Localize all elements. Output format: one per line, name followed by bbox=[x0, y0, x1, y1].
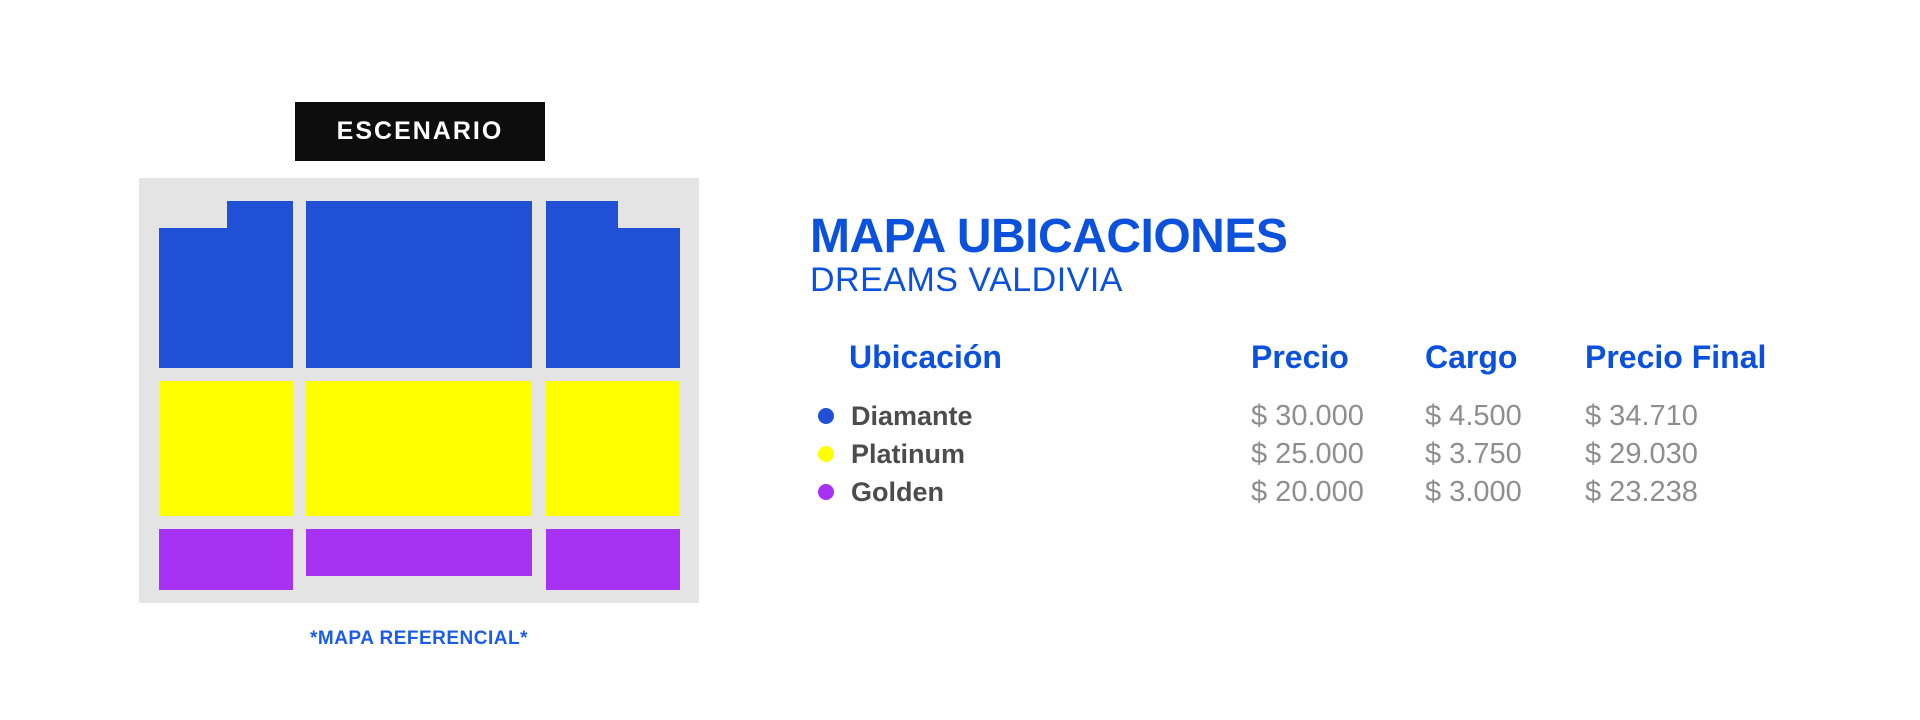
page-title: MAPA UBICACIONES bbox=[810, 210, 1288, 263]
section-platinum-right bbox=[546, 381, 680, 516]
stage-banner: ESCENARIO bbox=[295, 102, 545, 161]
section-platinum-center bbox=[306, 381, 532, 516]
column-header-precio: Precio bbox=[1251, 339, 1349, 375]
table-row-platinum: Platinum $ 25.000 $ 3.750 $ 29.030 bbox=[0, 435, 1920, 473]
section-diamante-left-outer bbox=[159, 228, 227, 368]
venue-map bbox=[139, 178, 699, 603]
diamante-color-dot bbox=[818, 408, 834, 424]
precio-value: $ 25.000 bbox=[1251, 437, 1364, 470]
stage-label: ESCENARIO bbox=[336, 117, 504, 145]
precio-final-value: $ 29.030 bbox=[1585, 437, 1698, 470]
section-golden-center bbox=[306, 529, 532, 576]
column-header-ubicacion: Ubicación bbox=[849, 339, 1002, 375]
cargo-value: $ 4.500 bbox=[1425, 399, 1522, 432]
table-row-golden: Golden $ 20.000 $ 3.000 $ 23.238 bbox=[0, 473, 1920, 511]
row-name: Diamante bbox=[851, 400, 973, 431]
precio-final-value: $ 23.238 bbox=[1585, 475, 1698, 508]
map-reference-note: *MAPA REFERENCIAL* bbox=[309, 628, 528, 649]
section-platinum-left bbox=[159, 381, 293, 516]
page-subtitle: DREAMS VALDIVIA bbox=[810, 261, 1123, 299]
precio-value: $ 20.000 bbox=[1251, 475, 1364, 508]
section-diamante-right-outer bbox=[618, 228, 680, 368]
section-diamante-right-inner bbox=[546, 201, 618, 368]
row-ubicacion-cell: Platinum bbox=[818, 435, 965, 473]
precio-value: $ 30.000 bbox=[1251, 399, 1364, 432]
table-row-diamante: Diamante $ 30.000 $ 4.500 $ 34.710 bbox=[0, 397, 1920, 435]
row-ubicacion-cell: Golden bbox=[818, 473, 944, 511]
column-header-precio-final: Precio Final bbox=[1585, 339, 1767, 375]
row-name: Golden bbox=[851, 476, 944, 507]
platinum-color-dot bbox=[818, 446, 834, 462]
section-diamante-center bbox=[306, 201, 532, 368]
section-golden-left bbox=[159, 529, 293, 590]
golden-color-dot bbox=[818, 484, 834, 500]
row-name: Platinum bbox=[851, 438, 966, 469]
cargo-value: $ 3.750 bbox=[1425, 437, 1522, 470]
row-ubicacion-cell: Diamante bbox=[818, 397, 973, 435]
section-diamante-left-inner bbox=[227, 201, 293, 368]
column-header-cargo: Cargo bbox=[1425, 339, 1518, 375]
precio-final-value: $ 34.710 bbox=[1585, 399, 1698, 432]
section-golden-right bbox=[546, 529, 680, 590]
cargo-value: $ 3.000 bbox=[1425, 475, 1522, 508]
